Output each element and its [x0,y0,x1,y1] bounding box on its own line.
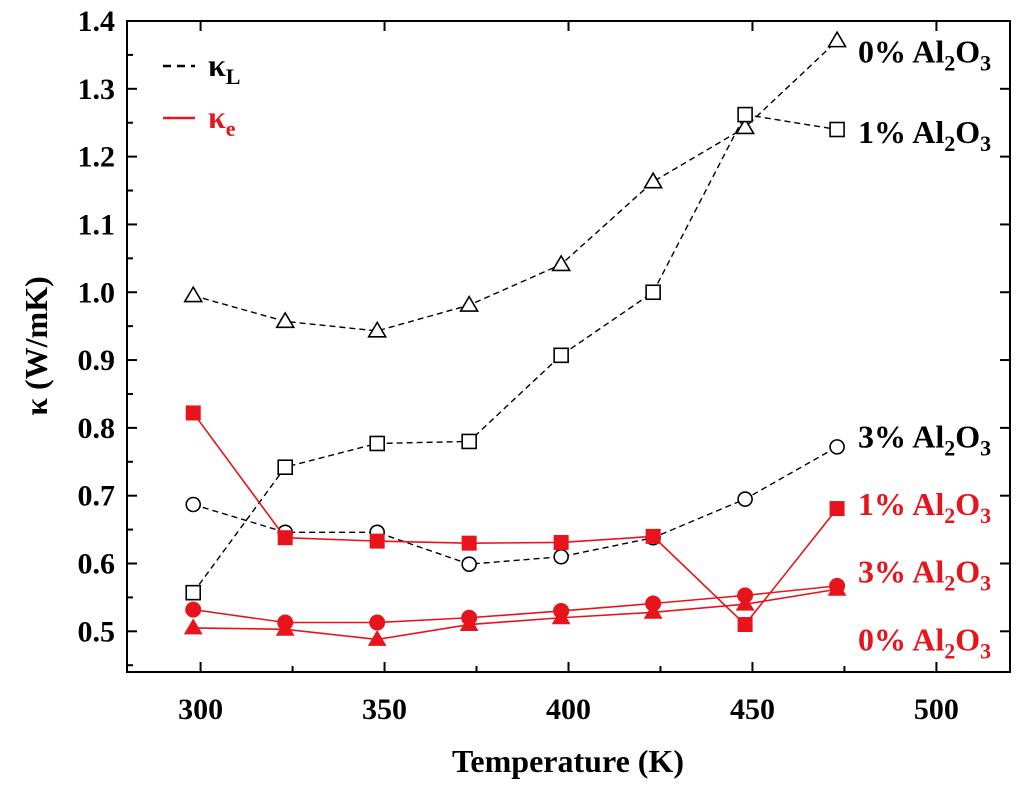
triangle-marker [551,608,571,625]
circle-marker [185,601,202,618]
circle-marker [737,491,753,507]
square-marker [185,405,201,421]
y-tick-label: 0.5 [78,615,116,648]
x-axis-title: Temperature (K) [452,743,684,779]
triangle-marker [367,320,388,338]
square-marker [645,528,661,544]
triangle-marker [459,615,479,631]
triangle-marker [275,619,295,636]
y-tick-label: 0.6 [78,548,116,581]
legend-label: κe [208,99,236,141]
series-line [193,446,838,565]
y-tick-label: 1.3 [78,73,116,106]
square-marker [829,121,845,138]
square-marker [461,535,477,551]
triangle-marker [183,618,203,635]
square-marker [553,347,569,364]
series-annotation: 1% Al2O3 [858,114,991,156]
series-line [192,113,838,594]
y-tick-label: 1.0 [78,276,116,309]
triangle-marker [643,171,664,189]
series-electronic-square [185,405,845,633]
triangle-marker [735,117,755,135]
circle-marker [461,556,477,572]
axis-ticks: 300 350 400 450 500 0.5 0.6 0.7 0.8 0.9 1.0 1.1 1.2 1… [78,5,1010,726]
legend-label: κL [208,47,240,89]
circle-marker [185,496,202,513]
series-lattice-square [185,106,845,601]
triangle-marker [459,295,480,312]
series-annotation: 0% Al2O3 [858,621,991,663]
circle-marker [369,614,386,631]
x-tick-label: 400 [546,693,591,726]
square-marker [277,459,294,476]
series-electronic-triangle [183,579,847,646]
triangle-marker [643,602,663,619]
x-tick-label: 450 [730,693,775,726]
series-line [193,585,838,624]
square-marker [645,284,661,301]
square-marker [737,106,753,123]
series-line [192,412,838,626]
series-annotation: 1% Al2O3 [858,486,991,528]
triangle-marker [183,285,204,303]
circle-marker [829,439,845,455]
y-tick-label: 0.8 [78,412,116,445]
square-marker [185,584,202,601]
y-tick-label: 1.4 [78,5,116,38]
series-annotation: 3% Al2O3 [858,419,991,461]
square-marker [369,435,385,452]
square-marker [277,530,293,546]
circle-marker [553,548,569,565]
triangle-marker [827,30,847,48]
x-tick-label: 350 [362,693,407,726]
series-annotation: 3% Al2O3 [858,554,991,596]
y-tick-label: 0.7 [78,480,116,513]
triangle-marker [551,254,572,272]
square-marker [553,534,569,550]
series-annotation: 0% Al2O3 [858,34,991,76]
series-lattice-triangle [183,30,847,338]
series-line [193,40,838,332]
data-series [183,30,847,646]
series-annotations: 0% Al2O3 1% Al2O3 3% Al2O3 1% Al2O3 3% Al2O3… [858,34,991,664]
square-marker [461,433,477,450]
square-marker [369,533,385,549]
square-marker [829,501,845,517]
series-line [193,588,838,641]
x-tick-label: 500 [914,693,959,726]
y-tick-label: 1.2 [78,141,116,174]
legend: κL κe [163,47,240,141]
triangle-marker [275,311,296,329]
square-marker [737,617,753,633]
triangle-marker [367,629,387,646]
x-tick-label: 300 [178,693,223,726]
y-tick-label: 1.1 [78,208,116,241]
y-tick-label: 0.9 [78,344,116,377]
y-axis-title: κ (W/mK) [18,276,54,416]
triangle-marker [735,594,755,611]
triangle-marker [827,579,847,596]
